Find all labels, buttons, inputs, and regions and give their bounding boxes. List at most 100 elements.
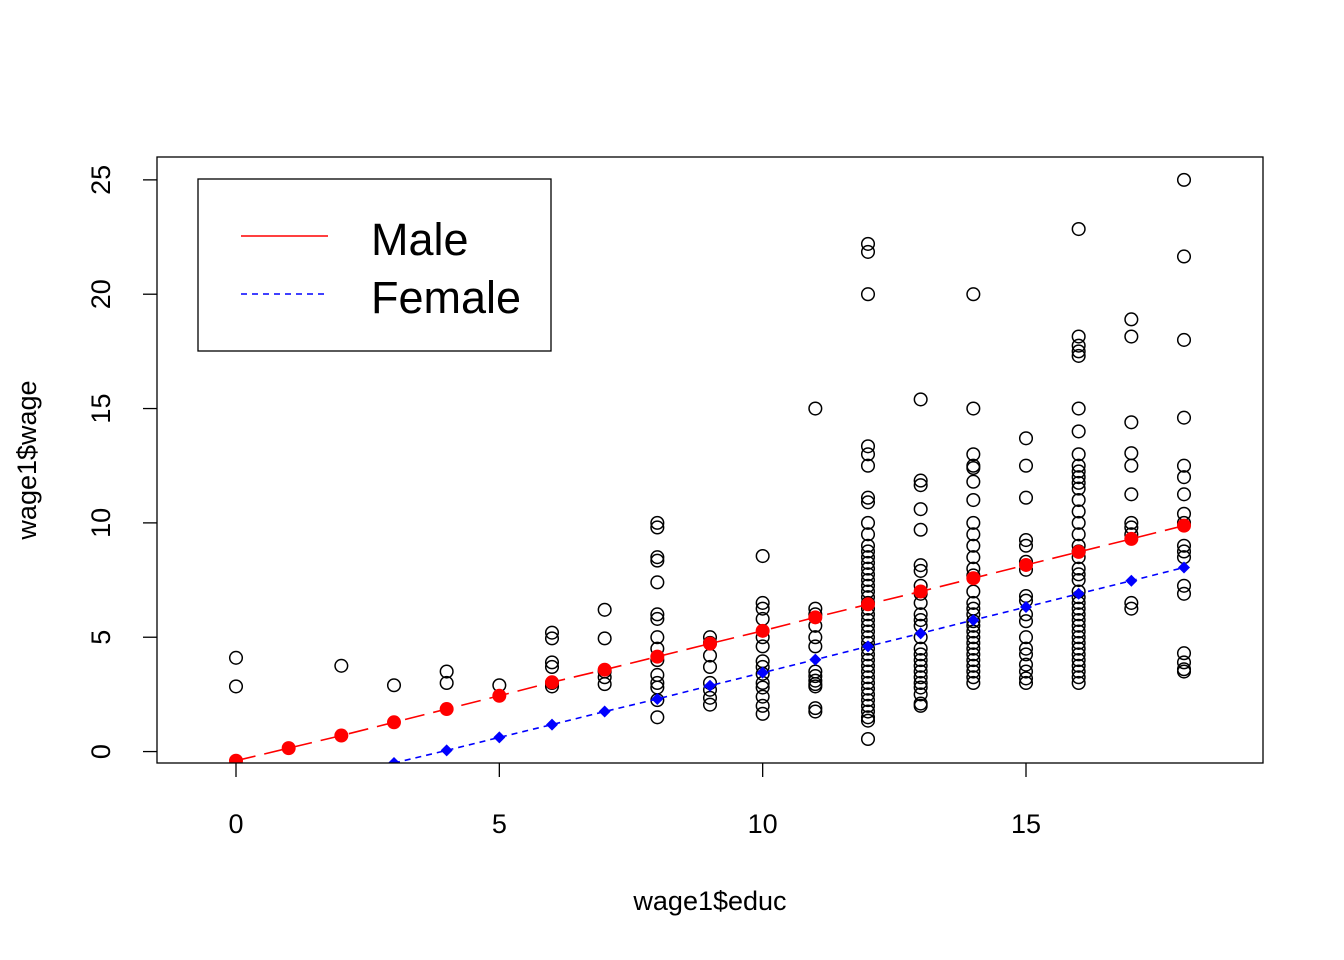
- male-fit-point: [966, 571, 981, 586]
- female-fit-point: [388, 757, 400, 763]
- observed-point: [913, 670, 928, 685]
- observed-point: [1071, 664, 1086, 679]
- observed-point: [860, 704, 876, 719]
- observed-point: [913, 647, 928, 662]
- observed-point: [1071, 424, 1086, 439]
- x-tick-label: 5: [492, 809, 507, 839]
- observed-point: [860, 236, 876, 251]
- observed-point: [1176, 487, 1192, 502]
- observed-point: [1176, 586, 1192, 601]
- observed-point: [913, 698, 928, 713]
- observed-point: [966, 664, 981, 679]
- observed-point: [808, 701, 823, 716]
- observed-point: [860, 653, 876, 668]
- observed-point: [544, 631, 560, 646]
- observed-point: [860, 693, 876, 708]
- male-fit-point: [650, 649, 665, 664]
- observed-point: [913, 680, 928, 695]
- observed-point: [913, 675, 928, 691]
- x-tick-label: 15: [1011, 809, 1041, 839]
- observed-point: [913, 558, 928, 573]
- observed-point: [860, 675, 876, 691]
- observed-point: [1176, 470, 1192, 485]
- observed-point: [1176, 538, 1192, 553]
- observed-point: [860, 710, 876, 725]
- observed-point: [439, 664, 454, 679]
- observed-point: [650, 553, 665, 568]
- observed-point: [966, 460, 981, 476]
- female-fit-point: [1178, 561, 1190, 574]
- observed-point: [1018, 490, 1034, 505]
- observed-point: [755, 548, 770, 564]
- plot-marks: [228, 172, 1192, 763]
- female-fit-point: [967, 614, 980, 627]
- observed-point: [966, 641, 981, 656]
- observed-point: [1071, 670, 1086, 685]
- observed-point: [860, 544, 876, 559]
- observed-point: [1071, 464, 1086, 479]
- y-tick-label: 25: [86, 165, 116, 195]
- male-fit-point: [387, 715, 401, 730]
- observed-point: [1071, 329, 1086, 344]
- female-fit-point: [862, 640, 874, 653]
- observed-point: [1124, 312, 1139, 327]
- observed-point: [913, 522, 928, 537]
- observed-point: [966, 287, 981, 302]
- observed-point: [544, 655, 560, 670]
- observed-point: [860, 698, 876, 713]
- observed-point: [966, 401, 981, 416]
- observed-point: [860, 573, 876, 588]
- observed-point: [1071, 504, 1086, 519]
- observed-point: [860, 244, 876, 259]
- observed-point: [650, 520, 665, 535]
- observed-point: [860, 731, 876, 747]
- male-fit-point: [1177, 518, 1191, 533]
- observed-point: [755, 595, 770, 610]
- observed-point: [1071, 658, 1086, 673]
- observed-point: [966, 527, 981, 542]
- observed-point: [860, 490, 876, 505]
- observed-point: [1071, 635, 1086, 650]
- observed-point: [808, 669, 823, 684]
- y-axis-title: wage1$wage: [12, 380, 42, 540]
- observed-point: [1071, 573, 1086, 588]
- observed-point: [913, 392, 928, 407]
- observed-point: [966, 670, 981, 685]
- male-fit-point: [545, 675, 559, 690]
- observed-point: [1071, 481, 1086, 496]
- observed-point: [860, 447, 876, 462]
- observed-point: [860, 287, 876, 302]
- observed-point: [1071, 348, 1086, 364]
- observed-point: [439, 675, 454, 691]
- observed-point: [1124, 595, 1139, 610]
- observed-point: [1071, 618, 1086, 633]
- female-fit-point: [809, 653, 822, 666]
- observed-point: [1124, 487, 1139, 502]
- observed-point: [544, 659, 560, 675]
- observed-point: [1018, 675, 1034, 691]
- observed-point: [1071, 613, 1086, 628]
- observed-point: [913, 478, 928, 493]
- male-fit-point: [1071, 544, 1086, 559]
- observed-point: [1018, 671, 1034, 686]
- male-fit-point: [861, 597, 875, 612]
- observed-point: [1018, 657, 1034, 672]
- observed-point: [966, 653, 981, 668]
- observed-point: [1071, 401, 1086, 416]
- male-fit-point: [703, 636, 717, 651]
- observed-point: [860, 670, 876, 685]
- observed-point: [755, 698, 770, 713]
- observed-point: [650, 550, 665, 565]
- female-fit-point: [651, 692, 664, 705]
- male-fit-point: [808, 610, 823, 625]
- observed-point: [650, 607, 665, 622]
- male-fit-point: [755, 623, 770, 638]
- observed-point: [860, 515, 876, 530]
- observed-point: [1071, 221, 1086, 237]
- observed-point: [386, 678, 402, 693]
- female-fit-point: [756, 666, 769, 679]
- observed-point: [1071, 647, 1086, 662]
- observed-point: [1071, 567, 1086, 582]
- observed-point: [966, 515, 981, 530]
